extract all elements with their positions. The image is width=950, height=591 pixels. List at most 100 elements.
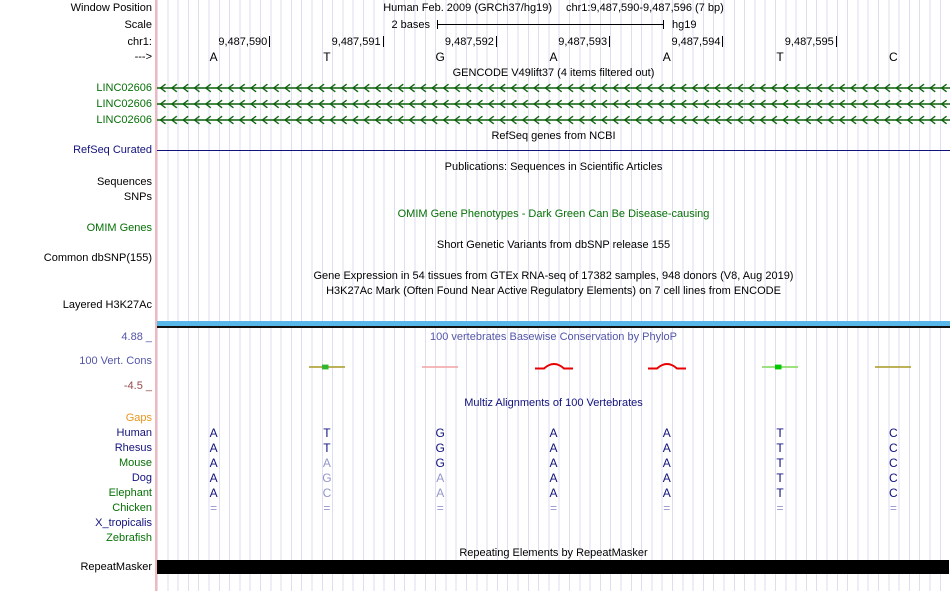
align-base: C: [889, 471, 898, 485]
track-left-guideline: [155, 0, 157, 591]
species-label-zebrafish[interactable]: Zebrafish: [106, 532, 152, 544]
alignment-row-zebrafish: Zebrafish: [0, 531, 950, 546]
align-base: =: [210, 501, 218, 515]
species-label-elephant[interactable]: Elephant: [108, 487, 152, 499]
align-base: T: [776, 441, 784, 455]
repeatmasker-element-bar[interactable]: [157, 560, 949, 574]
align-base: =: [549, 501, 557, 515]
gtex-track-title: Gene Expression in 54 tissues from GTEx …: [313, 270, 794, 282]
refseq-curated-label[interactable]: RefSeq Curated: [73, 144, 152, 156]
align-base: =: [323, 501, 331, 515]
phylop-mark-line[interactable]: [418, 361, 462, 373]
align-base: A: [209, 441, 218, 455]
align-base: G: [435, 456, 445, 470]
coordinate-tick-mark: [609, 36, 611, 47]
align-base: A: [549, 486, 558, 500]
align-base: A: [662, 486, 671, 500]
snps-label[interactable]: SNPs: [123, 191, 152, 203]
coordinate-tick-mark: [382, 36, 384, 47]
coordinate-tick-label: 9,487,595: [785, 36, 837, 49]
alignment-row-elephant: Elephant A C A A A T C: [0, 486, 950, 501]
reference-base: G: [435, 50, 445, 64]
h3k27ac-signal-bar[interactable]: [157, 321, 950, 326]
repeatmasker-track-title: Repeating Elements by RepeatMasker: [459, 547, 648, 559]
coordinate-tick-mark: [269, 36, 271, 47]
alignment-row-dog: Dog A G A A A T C: [0, 471, 950, 486]
align-base: T: [323, 426, 331, 440]
align-base: A: [662, 441, 671, 455]
align-base: A: [549, 426, 558, 440]
alignment-row-rhesus: Rhesus A T G A A T C: [0, 441, 950, 456]
alignment-row-mouse: Mouse A A G A A T C: [0, 456, 950, 471]
species-label-x_tropicalis[interactable]: X_tropicalis: [95, 517, 152, 529]
repeatmasker-label[interactable]: RepeatMasker: [80, 561, 152, 573]
coordinate-tick-mark: [722, 36, 724, 47]
gene-label-linc02606-1[interactable]: LINC02606: [96, 82, 152, 94]
alignment-bases-chicken: = = = = = = =: [157, 501, 950, 516]
reference-base: T: [776, 50, 784, 64]
align-base: T: [776, 456, 784, 470]
species-label-human[interactable]: Human: [116, 427, 152, 439]
align-base: A: [549, 471, 558, 485]
align-base: C: [889, 486, 898, 500]
align-base: A: [209, 471, 218, 485]
scale-ruler: [437, 20, 664, 29]
gene-label-linc02606-3[interactable]: LINC02606: [96, 114, 152, 126]
chromosome-label: chr1:: [127, 36, 152, 48]
publications-track-title: Publications: Sequences in Scientific Ar…: [444, 161, 663, 173]
align-base: A: [549, 456, 558, 470]
reference-base: A: [549, 50, 558, 64]
phylop-mark-line[interactable]: [305, 361, 349, 373]
phylop-mark-arch[interactable]: [532, 361, 576, 373]
dbsnp-track-title: Short Genetic Variants from dbSNP releas…: [436, 239, 671, 251]
coordinate-tick-label: 9,487,591: [332, 36, 384, 49]
scale-genome-label: hg19: [672, 19, 697, 31]
species-label-rhesus[interactable]: Rhesus: [114, 442, 152, 454]
coordinate-tick-mark: [495, 36, 497, 47]
gene-model-linc02606-1[interactable]: [157, 83, 950, 93]
base-position-grid: [157, 0, 950, 591]
position-range-title: chr1:9,487,590-9,487,596 (7 bp): [565, 2, 724, 14]
gene-model-linc02606-3[interactable]: [157, 115, 950, 125]
assembly-title: Human Feb. 2009 (GRCh37/hg19): [383, 2, 552, 14]
species-label-dog[interactable]: Dog: [131, 472, 152, 484]
species-label-chicken[interactable]: Chicken: [112, 502, 152, 514]
phylop-max-label: 4.88 _: [121, 331, 152, 343]
coordinate-tick-label: 9,487,594: [672, 36, 724, 49]
alignment-row-x_tropicalis: X_tropicalis: [0, 516, 950, 531]
align-base: A: [209, 456, 218, 470]
scale-value: 2 bases: [391, 19, 430, 31]
align-base: =: [889, 501, 897, 515]
gene-model-linc02606-2[interactable]: [157, 99, 950, 109]
align-base: A: [662, 471, 671, 485]
scale-label: Scale: [124, 19, 152, 31]
align-base: A: [662, 426, 671, 440]
multiz-track-title: Multiz Alignments of 100 Vertebrates: [464, 397, 643, 409]
align-base: A: [436, 471, 445, 485]
refseq-gene-line[interactable]: [157, 150, 950, 151]
sequences-label[interactable]: Sequences: [96, 176, 152, 188]
phylop-min-label: -4.5 _: [123, 380, 152, 392]
strand-arrow-label: --->: [134, 51, 152, 63]
align-base: A: [549, 441, 558, 455]
omim-track-title: OMIM Gene Phenotypes - Dark Green Can Be…: [397, 208, 710, 220]
phylop-mark-line[interactable]: [758, 361, 802, 373]
common-dbsnp-label[interactable]: Common dbSNP(155): [43, 252, 152, 264]
align-base: A: [662, 456, 671, 470]
phylop-mark-arch[interactable]: [645, 361, 689, 373]
align-base: =: [776, 501, 784, 515]
align-base: A: [209, 426, 218, 440]
phylop-mark-line[interactable]: [871, 361, 915, 373]
layered-h3k27ac-label[interactable]: Layered H3K27Ac: [62, 299, 152, 311]
coordinate-tick-label: 9,487,590: [218, 36, 271, 49]
species-label-gaps[interactable]: Gaps: [125, 412, 152, 424]
gene-label-linc02606-2[interactable]: LINC02606: [96, 98, 152, 110]
omim-genes-label[interactable]: OMIM Genes: [86, 222, 152, 234]
phylop-track-label[interactable]: 100 Vert. Cons: [79, 355, 152, 367]
species-label-mouse[interactable]: Mouse: [118, 457, 152, 469]
align-base: A: [436, 486, 445, 500]
